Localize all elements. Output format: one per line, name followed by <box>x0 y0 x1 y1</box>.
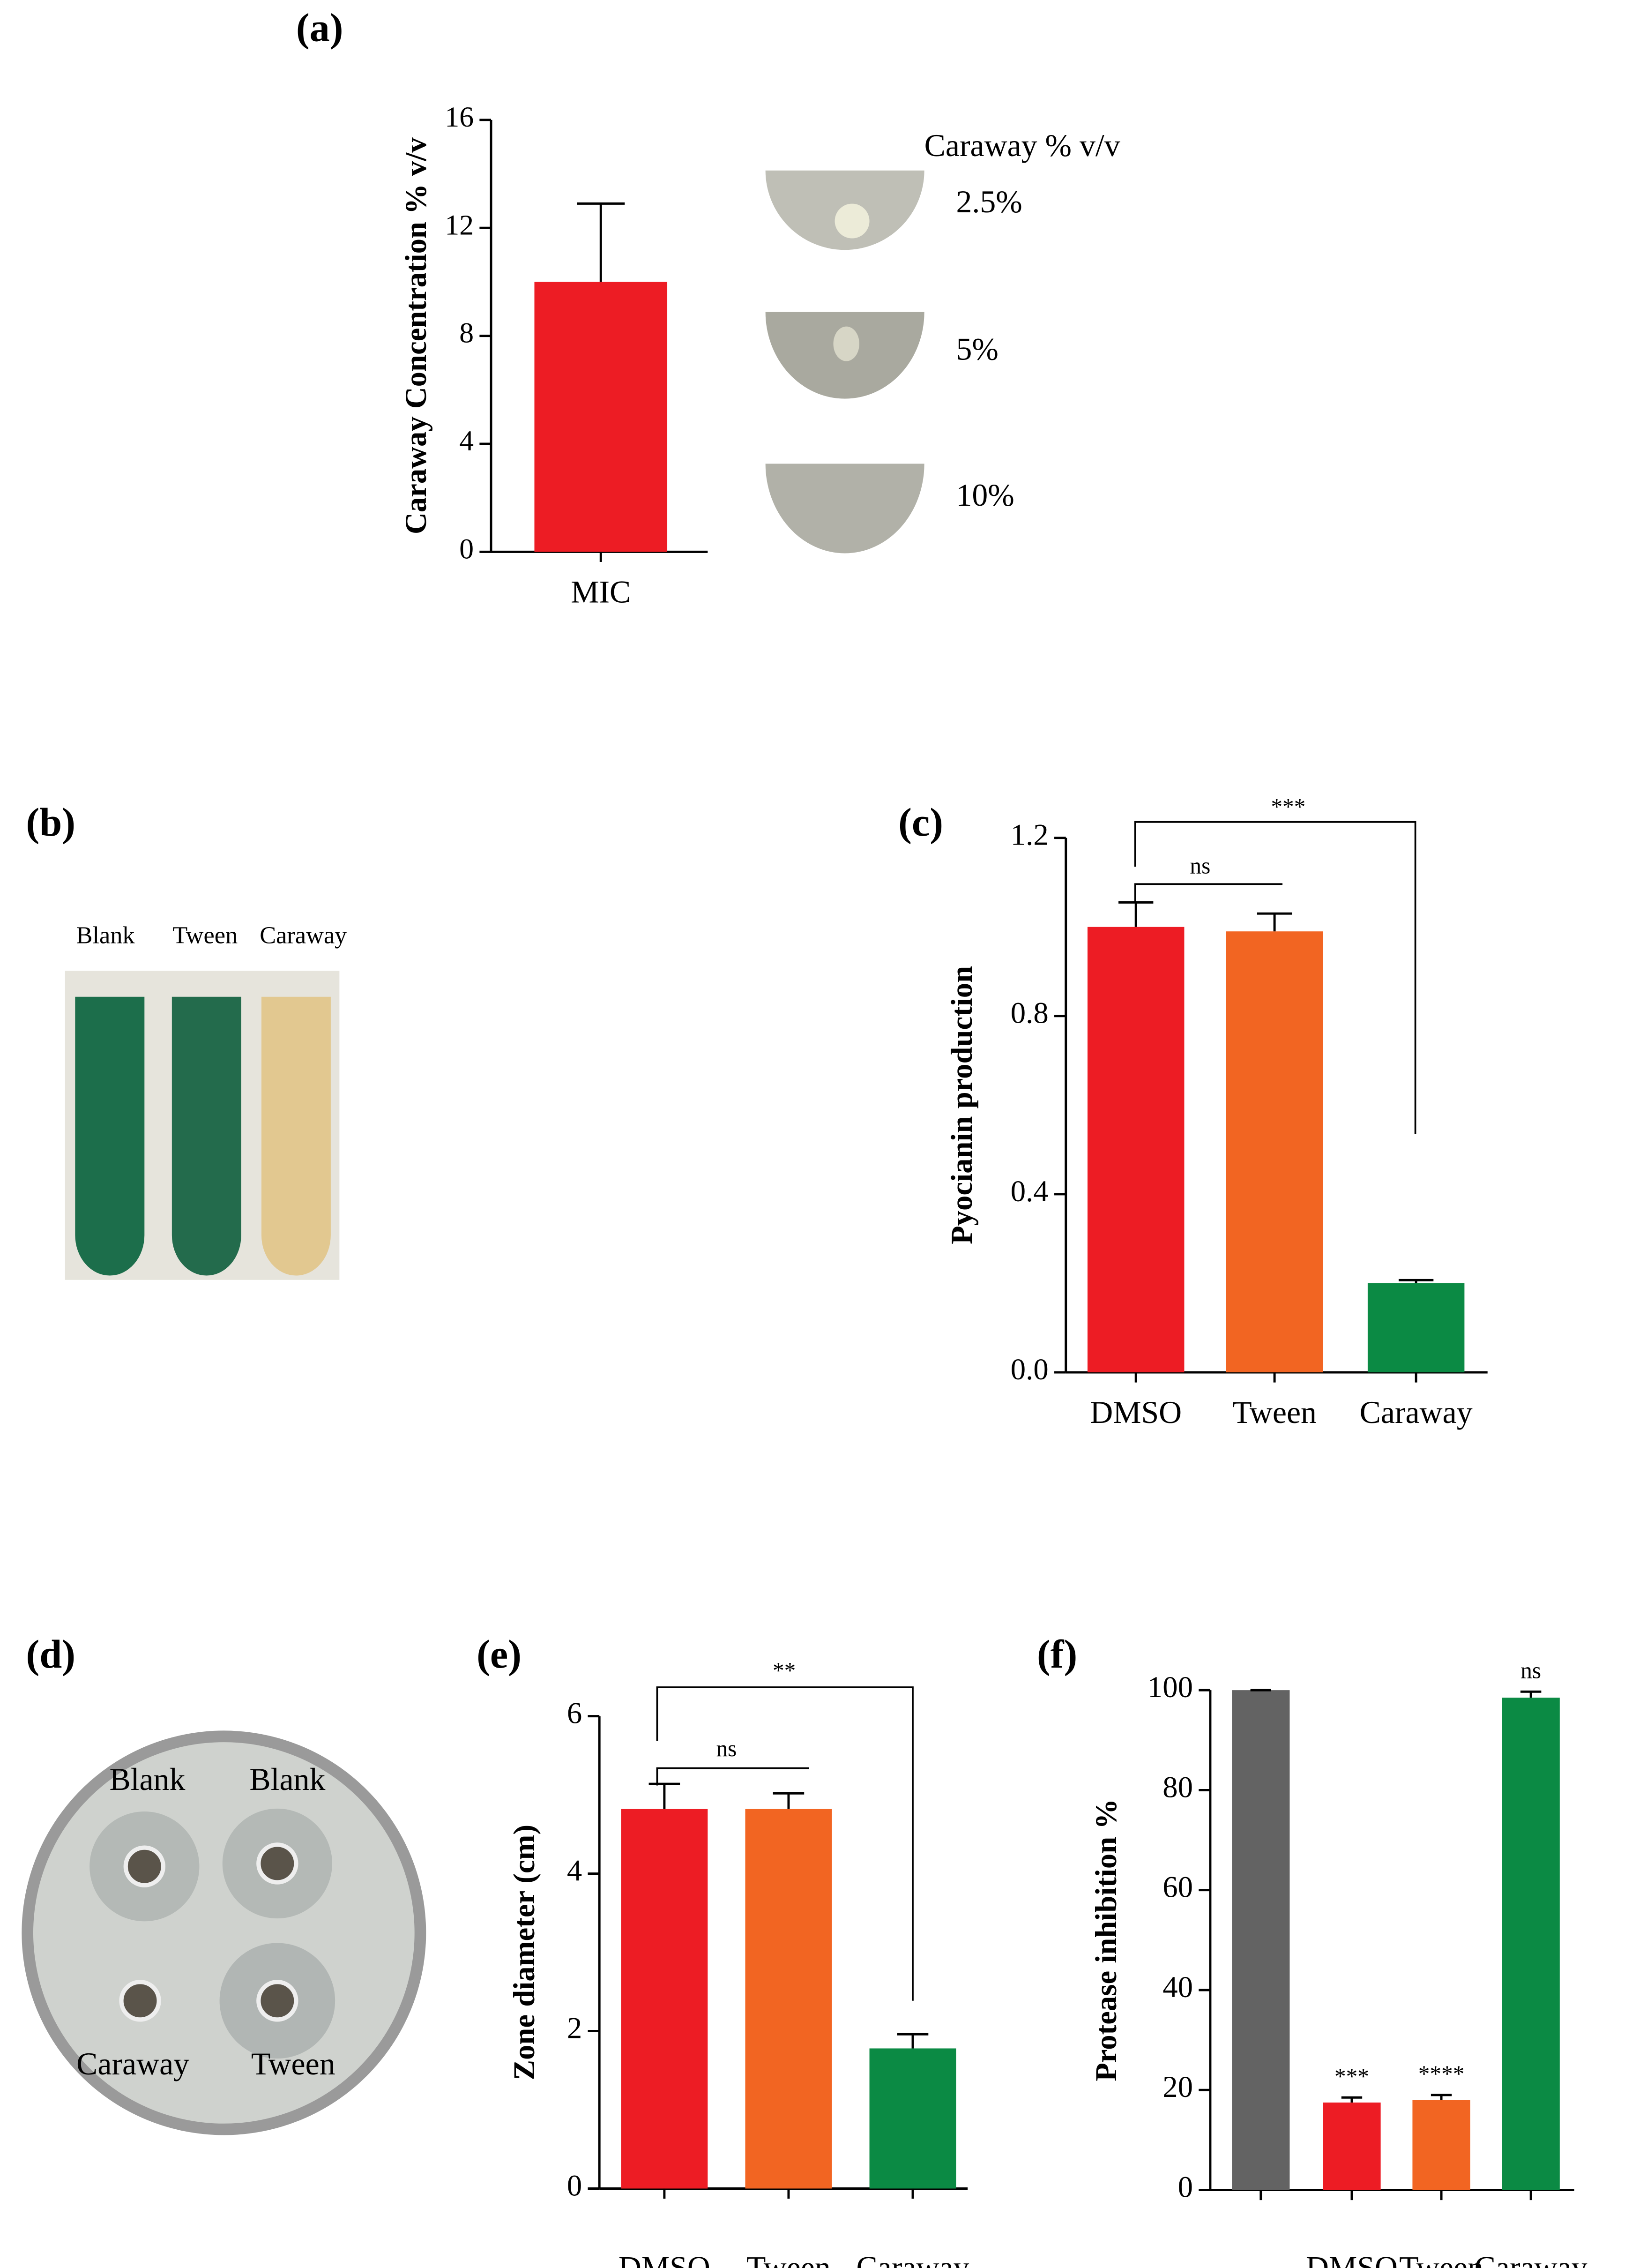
well <box>123 1845 165 1887</box>
panel-label: (b) <box>26 800 75 845</box>
y-tick-label: 4 <box>459 425 474 457</box>
photo-label: Tween <box>172 921 238 949</box>
panel-label: (c) <box>898 800 943 845</box>
photo-label: 2.5% <box>956 184 1022 219</box>
y-axis-label: Caraway Concentration % v/v <box>399 137 432 534</box>
y-tick-label: 0.4 <box>1011 1174 1049 1208</box>
bar-label: **** <box>1418 2061 1465 2087</box>
y-tick-label: 4 <box>567 1853 582 1887</box>
bar <box>1226 931 1323 1373</box>
tube <box>171 996 241 1276</box>
y-axis-label: Protease inhibition % <box>1089 1799 1123 2081</box>
annotation: *** <box>1271 793 1305 819</box>
colony <box>835 203 870 239</box>
photo-label: Blank <box>109 1762 185 1797</box>
x-tick-label: DMSO <box>1090 1395 1182 1430</box>
photo-label: Blank <box>76 921 135 949</box>
y-axis-label: Pyocianin production <box>945 966 978 1244</box>
bar <box>1087 927 1185 1373</box>
photo-label: 10% <box>956 478 1014 513</box>
bar <box>869 2048 956 2189</box>
x-tick-label: - <box>1256 2250 1267 2268</box>
bar <box>1412 2100 1470 2190</box>
bracket <box>656 1767 809 1786</box>
x-tick-label: Caraway <box>1475 2250 1587 2268</box>
x-tick-label: Tween <box>1399 2250 1483 2268</box>
bar <box>1323 2102 1381 2190</box>
plate-photos <box>765 170 924 554</box>
y-tick-label: 80 <box>1163 1770 1193 1804</box>
y-tick-label: 0 <box>459 533 474 565</box>
y-tick-label: 100 <box>1148 1670 1193 1704</box>
y-tick-label: 60 <box>1163 1870 1193 1904</box>
panel-label: (d) <box>26 1632 75 1677</box>
y-tick-label: 0.0 <box>1011 1352 1049 1386</box>
panel-label: (a) <box>296 5 343 50</box>
bar <box>1367 1283 1465 1373</box>
bracket <box>1134 821 1416 1134</box>
y-tick-label: 40 <box>1163 1970 1193 2004</box>
y-tick-label: 6 <box>567 1696 582 1729</box>
y-tick-label: 0 <box>1178 2170 1193 2203</box>
x-tick-label: Tween <box>746 2250 831 2268</box>
colony <box>833 326 859 361</box>
x-tick-label: Tween <box>1232 1395 1317 1430</box>
y-tick-label: 8 <box>459 317 474 349</box>
x-tick-label: Caraway <box>857 2250 969 2268</box>
significance-brackets <box>656 821 1416 2001</box>
bar-label: ns <box>1520 1658 1541 1684</box>
annotation: ns <box>1190 853 1210 879</box>
y-tick-label: 20 <box>1163 2070 1193 2103</box>
bracket <box>1134 883 1283 902</box>
y-tick-label: 0 <box>567 2168 582 2202</box>
x-tick-label: DMSO <box>619 2250 710 2268</box>
photo-label: Blank <box>249 1762 325 1797</box>
photo-title: Caraway % v/v <box>924 128 1120 163</box>
tube-photo <box>65 971 340 1280</box>
bar <box>745 1809 832 2189</box>
panel-label: (f) <box>1037 1632 1077 1677</box>
bar <box>1502 1698 1560 2190</box>
photo-label: 5% <box>956 332 998 367</box>
annotation: ** <box>773 1657 796 1683</box>
y-tick-label: 12 <box>445 209 474 241</box>
plate-photo <box>765 464 924 554</box>
tube <box>75 996 145 1276</box>
bracket <box>656 1686 914 2001</box>
y-axis-label: Zone diameter (cm) <box>507 1825 541 2080</box>
y-tick-label: 2 <box>567 2011 582 2044</box>
annotation: ns <box>716 1736 737 1761</box>
bar <box>1232 1690 1290 2190</box>
bar <box>621 1809 708 2189</box>
bar-label: *** <box>1334 2064 1369 2089</box>
bar <box>534 282 668 552</box>
y-tick-label: 1.2 <box>1011 818 1049 852</box>
y-tick-label: 0.8 <box>1011 996 1049 1030</box>
photo-label: Tween <box>251 2046 335 2081</box>
x-tick-label: Caraway <box>1360 1395 1473 1430</box>
well <box>256 1980 298 2022</box>
agar-plate-photo <box>22 1730 426 2135</box>
y-tick-label: 16 <box>445 101 474 133</box>
well <box>119 1980 161 2022</box>
photo-label: Caraway <box>260 921 347 949</box>
tube <box>261 996 331 1276</box>
well <box>256 1842 298 1885</box>
panel-label: (e) <box>477 1632 522 1677</box>
x-tick-label: MIC <box>571 574 631 609</box>
x-tick-label: DMSO <box>1306 2250 1398 2268</box>
photo-label: Caraway <box>76 2046 189 2081</box>
